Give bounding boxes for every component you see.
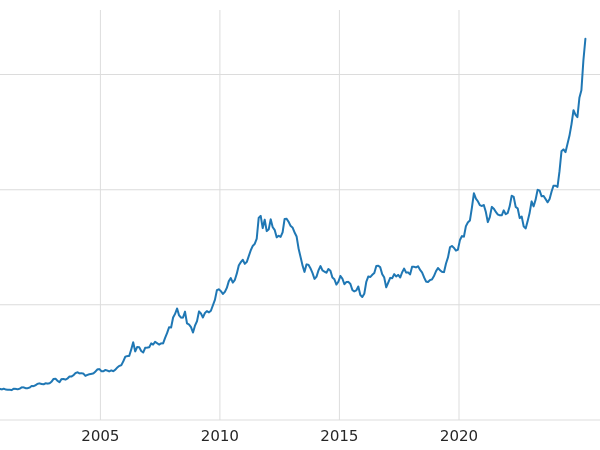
x-tick-label: 2010 — [201, 427, 239, 445]
price-series-line — [0, 37, 587, 392]
x-tick-label: 2005 — [81, 427, 119, 445]
x-tick-label: 2015 — [320, 427, 358, 445]
x-tick-label: 2020 — [440, 427, 478, 445]
